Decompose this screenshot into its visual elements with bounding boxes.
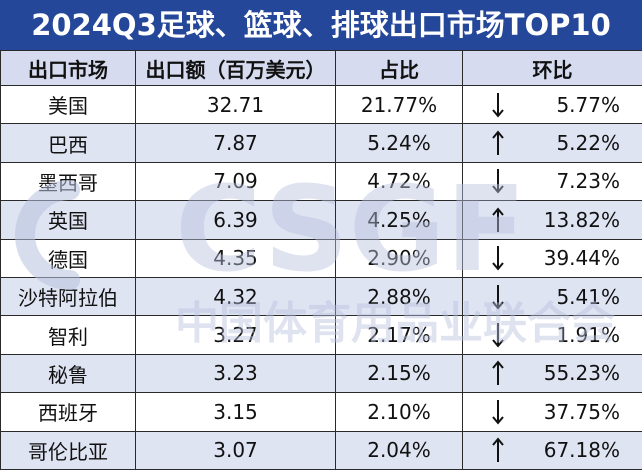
cell-share: 4.72% xyxy=(335,161,463,202)
cell-value: 3.07 xyxy=(135,430,336,470)
table-row: 墨西哥 7.09 4.72% 7.23% xyxy=(0,161,642,202)
arrow-down-icon xyxy=(491,283,505,311)
cell-market: 沙特阿拉伯 xyxy=(0,276,136,317)
change-value: 5.77% xyxy=(556,92,620,117)
cell-market: 英国 xyxy=(0,200,136,240)
cell-share: 5.24% xyxy=(335,123,463,163)
table-row: 美国 32.71 21.77% 5.77% xyxy=(0,84,642,125)
table-row: 哥伦比亚 3.07 2.04% 67.18% xyxy=(0,430,642,470)
change-value: 55.23% xyxy=(543,361,620,386)
table-row: 秘鲁 3.23 2.15% 55.23% xyxy=(0,353,642,394)
table-row: 德国 4.35 2.90% 39.44% xyxy=(0,238,642,278)
arrow-up-icon xyxy=(491,359,505,387)
cell-value: 7.09 xyxy=(135,161,336,202)
cell-market: 西班牙 xyxy=(0,392,136,432)
arrow-down-icon xyxy=(491,244,505,272)
cell-share: 2.17% xyxy=(335,315,463,355)
header-share: 占比 xyxy=(335,50,463,86)
arrow-down-icon xyxy=(491,398,505,426)
cell-value: 3.15 xyxy=(135,392,336,432)
table-row: 巴西 7.87 5.24% 5.22% xyxy=(0,123,642,163)
cell-market: 哥伦比亚 xyxy=(0,430,136,470)
arrow-up-icon xyxy=(491,436,505,464)
change-value: 5.41% xyxy=(556,284,620,309)
cell-share: 2.88% xyxy=(335,276,463,317)
cell-market: 德国 xyxy=(0,238,136,278)
cell-change: 1.91% xyxy=(462,315,642,355)
change-value: 39.44% xyxy=(543,246,620,271)
cell-change: 37.75% xyxy=(462,392,642,432)
cell-market: 智利 xyxy=(0,315,136,355)
cell-value: 32.71 xyxy=(135,84,336,125)
header-market: 出口市场 xyxy=(0,50,136,86)
cell-share: 2.90% xyxy=(335,238,463,278)
header-row: 出口市场 出口额（百万美元） 占比 环比 xyxy=(0,50,642,86)
arrow-down-icon xyxy=(491,321,505,349)
change-value: 7.23% xyxy=(556,169,620,194)
cell-change: 5.77% xyxy=(462,84,642,125)
cell-market: 秘鲁 xyxy=(0,353,136,394)
cell-share: 4.25% xyxy=(335,200,463,240)
cell-value: 4.32 xyxy=(135,276,336,317)
cell-value: 3.27 xyxy=(135,315,336,355)
cell-value: 3.23 xyxy=(135,353,336,394)
cell-share: 21.77% xyxy=(335,84,463,125)
change-value: 13.82% xyxy=(543,207,620,232)
change-value: 67.18% xyxy=(543,438,620,463)
header-change: 环比 xyxy=(462,50,642,86)
change-value: 37.75% xyxy=(543,399,620,424)
table-row: 智利 3.27 2.17% 1.91% xyxy=(0,315,642,355)
cell-share: 2.10% xyxy=(335,392,463,432)
export-market-table: 出口市场 出口额（百万美元） 占比 环比 美国 32.71 21.77% 5.7… xyxy=(0,50,642,470)
cell-change: 13.82% xyxy=(462,200,642,240)
cell-change: 5.41% xyxy=(462,276,642,317)
arrow-down-icon xyxy=(491,91,505,119)
cell-change: 5.22% xyxy=(462,123,642,163)
arrow-up-icon xyxy=(491,129,505,157)
cell-market: 巴西 xyxy=(0,123,136,163)
table-row: 沙特阿拉伯 4.32 2.88% 5.41% xyxy=(0,276,642,317)
arrow-up-icon xyxy=(491,206,505,234)
cell-value: 6.39 xyxy=(135,200,336,240)
cell-change: 55.23% xyxy=(462,353,642,394)
table-row: 西班牙 3.15 2.10% 37.75% xyxy=(0,392,642,432)
cell-change: 67.18% xyxy=(462,430,642,470)
cell-change: 39.44% xyxy=(462,238,642,278)
cell-share: 2.04% xyxy=(335,430,463,470)
cell-market: 墨西哥 xyxy=(0,161,136,202)
cell-share: 2.15% xyxy=(335,353,463,394)
table-title: 2024Q3足球、篮球、排球出口市场TOP10 xyxy=(0,0,642,50)
cell-change: 7.23% xyxy=(462,161,642,202)
cell-value: 7.87 xyxy=(135,123,336,163)
header-value: 出口额（百万美元） xyxy=(135,50,336,86)
arrow-down-icon xyxy=(491,167,505,195)
cell-market: 美国 xyxy=(0,84,136,125)
change-value: 5.22% xyxy=(556,131,620,156)
cell-value: 4.35 xyxy=(135,238,336,278)
table-row: 英国 6.39 4.25% 13.82% xyxy=(0,200,642,240)
change-value: 1.91% xyxy=(556,323,620,348)
